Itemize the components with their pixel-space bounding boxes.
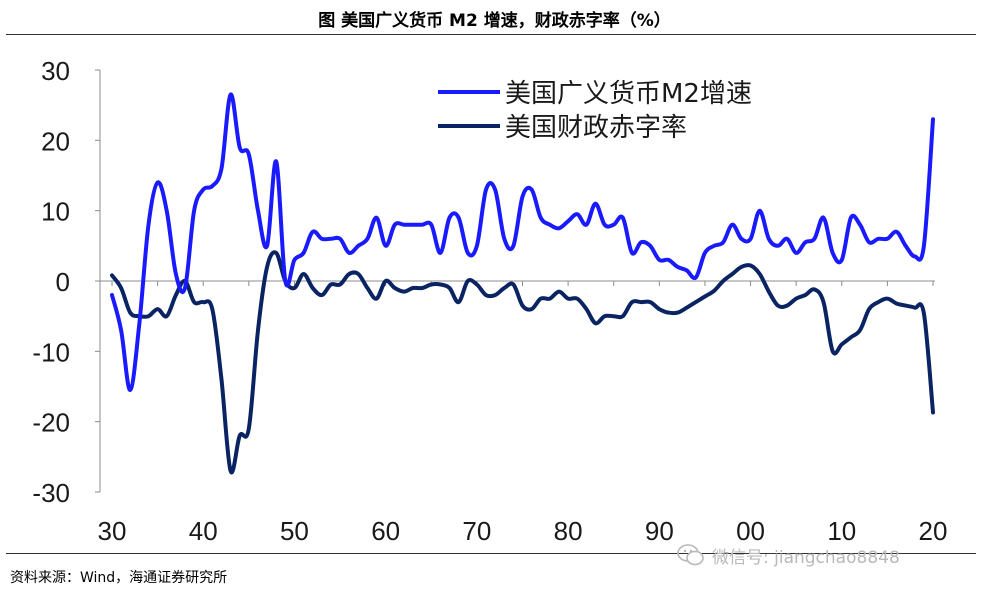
x-tick-label: 60 [371,516,400,546]
x-tick-label: 80 [554,516,583,546]
series-layer [110,92,935,475]
x-tick-label: 40 [189,516,218,546]
wechat-watermark: 微信号: jiangchao8848 [676,542,900,568]
wechat-icon [677,544,704,566]
legend-label: 美国广义货币M2增速 [505,79,752,109]
y-tick-label: 10 [41,197,70,227]
x-tick-label: 30 [98,516,127,546]
y-tick-label: 0 [56,267,70,297]
x-tick-label: 20 [919,516,948,546]
y-tick-label: -10 [32,337,70,367]
figure-title: 图 美国广义货币 M2 增速，财政赤字率（%） [318,11,671,31]
x-tick-label: 00 [736,516,765,546]
x-tick-label: 90 [645,516,674,546]
y-tick-label: 30 [41,56,70,86]
x-tick-label: 10 [827,516,856,546]
series-m2-growth-line [110,92,935,393]
top-rule [6,34,976,35]
legend-label: 美国财政赤字率 [505,113,687,143]
watermark-text: 微信号: jiangchao8848 [712,547,900,568]
x-tick-label: 50 [280,516,309,546]
bottom-rule [6,553,976,554]
x-tick-label: 70 [462,516,491,546]
source-note: 资料来源：Wind，海通证券研究所 [10,570,228,586]
x-axis: 30 40 50 60 70 80 90 00 10 20 [98,280,948,546]
series-fiscal-deficit-line [110,250,935,475]
y-tick-label: -30 [32,478,70,508]
y-axis: 30 20 10 0 -10 -20 -30 [32,56,101,508]
y-tick-label: -20 [32,408,70,438]
y-tick-label: 20 [41,126,70,156]
